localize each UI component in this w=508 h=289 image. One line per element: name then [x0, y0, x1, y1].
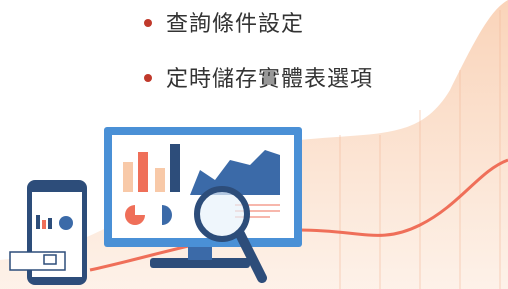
bullet-item: 查詢條件設定	[144, 6, 304, 38]
page: 查詢條件設定 定時儲存實體表選項 (() => { const data = J…	[0, 0, 508, 289]
icon-bar	[170, 144, 180, 192]
icon-pie	[59, 216, 73, 230]
bullet-item: 定時儲存實體表選項	[144, 61, 373, 93]
icon-bar	[36, 215, 40, 229]
icon-bar	[42, 220, 46, 229]
icon-bar	[138, 152, 148, 192]
icon-bar	[123, 162, 133, 192]
illustration	[0, 0, 508, 289]
icon-bar	[155, 168, 165, 192]
icon-bar	[48, 218, 52, 229]
